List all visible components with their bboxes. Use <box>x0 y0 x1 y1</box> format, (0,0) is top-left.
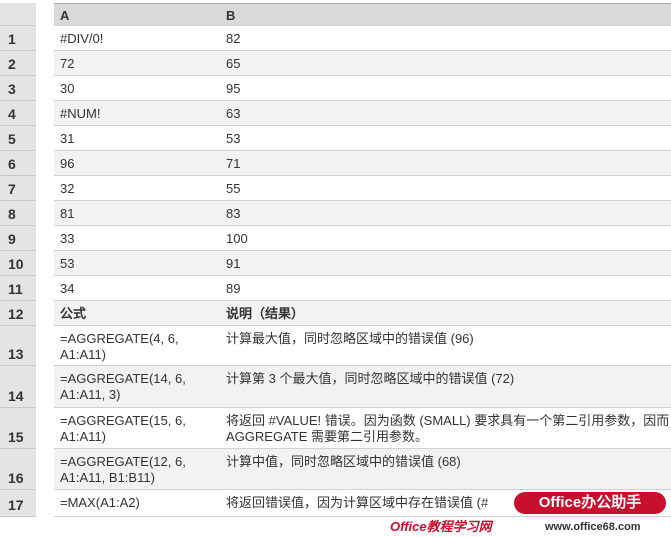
cell-b[interactable]: 100 <box>226 231 248 246</box>
row-header[interactable]: 14 <box>0 366 36 408</box>
cell-a[interactable]: =AGGREGATE(12, 6, A1:A11, B1:B11) <box>60 454 186 485</box>
table-row: 81 83 <box>54 201 671 226</box>
cell-a[interactable]: 81 <box>60 206 75 221</box>
table-row: 31 53 <box>54 126 671 151</box>
cell-b[interactable]: 91 <box>226 256 241 271</box>
row-header[interactable]: 12 <box>0 301 36 326</box>
table-row: 32 55 <box>54 176 671 201</box>
cell-b[interactable]: 83 <box>226 206 241 221</box>
cell-b[interactable]: 计算中值，同时忽略区域中的错误值 (68) <box>226 454 461 469</box>
cell-b[interactable]: 71 <box>226 156 241 171</box>
table-row: =AGGREGATE(4, 6, A1:A11) 计算最大值，同时忽略区域中的错误… <box>54 326 671 366</box>
table-row: 53 91 <box>54 251 671 276</box>
cell-a[interactable]: 公式 <box>60 306 87 321</box>
column-header-row: A B <box>54 3 671 26</box>
row-header[interactable]: 6 <box>0 151 36 176</box>
cell-a[interactable]: #NUM! <box>60 106 101 121</box>
corner-cell[interactable] <box>0 3 36 26</box>
cell-b[interactable]: 63 <box>226 106 241 121</box>
row-header[interactable]: 3 <box>0 76 36 101</box>
row-header[interactable]: 4 <box>0 101 36 126</box>
cell-b[interactable]: 53 <box>226 131 241 146</box>
row-header[interactable]: 15 <box>0 408 36 449</box>
row-header[interactable]: 5 <box>0 126 36 151</box>
table-row: 公式 说明（结果） <box>54 301 671 326</box>
cell-a[interactable]: #DIV/0! <box>60 31 104 46</box>
table-row: 96 71 <box>54 151 671 176</box>
table-row: 34 89 <box>54 276 671 301</box>
cell-a[interactable]: 53 <box>60 256 75 271</box>
column-header-a[interactable]: A <box>60 8 70 23</box>
table-row: =AGGREGATE(12, 6, A1:A11, B1:B11) 计算中值，同时… <box>54 449 671 490</box>
watermark-url: www.office68.com <box>545 521 641 533</box>
table-row: =MAX(A1:A2) 将返回错误值，因为计算区域中存在错误值 (# <box>54 490 671 517</box>
row-header[interactable]: 9 <box>0 226 36 251</box>
table-row: =AGGREGATE(15, 6, A1:A11) 将返回 #VALUE! 错误。… <box>54 408 671 449</box>
cell-b[interactable]: 65 <box>226 56 241 71</box>
cell-b[interactable]: 89 <box>226 281 241 296</box>
column-header-b[interactable]: B <box>226 8 236 23</box>
cell-b[interactable]: 82 <box>226 31 241 46</box>
cell-b[interactable]: 说明（结果） <box>226 306 305 321</box>
cell-a[interactable]: 34 <box>60 281 75 296</box>
cell-a[interactable]: 31 <box>60 131 75 146</box>
cell-a[interactable]: 72 <box>60 56 75 71</box>
cell-a[interactable]: =MAX(A1:A2) <box>60 495 140 510</box>
cell-a[interactable]: =AGGREGATE(15, 6, A1:A11) <box>60 413 186 444</box>
table-row: 72 65 <box>54 51 671 76</box>
table-row: 33 100 <box>54 226 671 251</box>
cell-a[interactable]: 33 <box>60 231 75 246</box>
row-header[interactable]: 2 <box>0 51 36 76</box>
row-header[interactable]: 1 <box>0 26 36 51</box>
watermark-logo: Office办公助手 <box>514 492 666 514</box>
cell-a[interactable]: 96 <box>60 156 75 171</box>
cell-b[interactable]: 计算最大值，同时忽略区域中的错误值 (96) <box>226 331 474 346</box>
table-row: #DIV/0! 82 <box>54 26 671 51</box>
cell-a[interactable]: 30 <box>60 81 75 96</box>
cell-b[interactable]: 计算第 3 个最大值，同时忽略区域中的错误值 (72) <box>226 371 515 386</box>
spreadsheet-table: A B #DIV/0! 82 72 65 30 95 #NUM! 63 31 53 96 71 32 55… <box>54 3 671 517</box>
table-row: =AGGREGATE(14, 6, A1:A11, 3) 计算第 3 个最大值，同… <box>54 366 671 408</box>
cell-b[interactable]: 55 <box>226 181 241 196</box>
cell-a[interactable]: =AGGREGATE(4, 6, A1:A11) <box>60 331 179 362</box>
watermark-text: Office教程学习网 <box>390 519 492 534</box>
cell-b[interactable]: 将返回错误值，因为计算区域中存在错误值 (# <box>226 495 489 510</box>
row-header[interactable]: 10 <box>0 251 36 276</box>
row-header[interactable]: 13 <box>0 326 36 366</box>
row-header[interactable]: 7 <box>0 176 36 201</box>
cell-a[interactable]: 32 <box>60 181 75 196</box>
cell-b[interactable]: 95 <box>226 81 241 96</box>
row-header[interactable]: 8 <box>0 201 36 226</box>
row-header[interactable]: 17 <box>0 490 36 517</box>
table-row: 30 95 <box>54 76 671 101</box>
row-header[interactable]: 16 <box>0 449 36 490</box>
row-header[interactable]: 11 <box>0 276 36 301</box>
table-row: #NUM! 63 <box>54 101 671 126</box>
cell-b[interactable]: 将返回 #VALUE! 错误。因为函数 (SMALL) 要求具有一个第二引用参数… <box>226 413 670 444</box>
cell-a[interactable]: =AGGREGATE(14, 6, A1:A11, 3) <box>60 371 186 402</box>
